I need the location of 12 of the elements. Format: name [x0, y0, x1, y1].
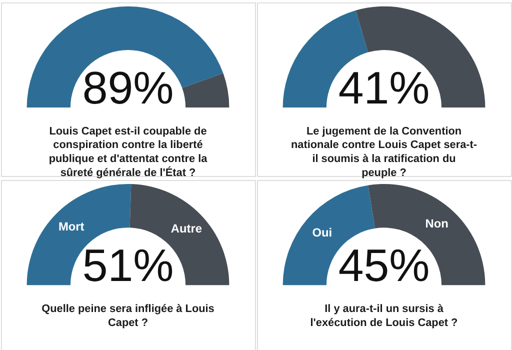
text: 41% [338, 62, 430, 114]
text: 89% [82, 62, 174, 114]
slice-label: Non [425, 216, 448, 230]
text: Le jugement de la Convention nationale contre Louis Capet sera-t-il soumis à la ratification du peuple ? [290, 125, 478, 180]
slice-label: Oui [312, 225, 332, 240]
text: Louis Capet est-il coupable de conspiration contre la liberté publique et d'attentat contre la sûreté générale de l'État ? [48, 125, 208, 180]
text: 51% [82, 240, 174, 292]
slice-label: Mort [58, 220, 84, 234]
text: 45% [338, 240, 430, 292]
slice-label: Autre [170, 222, 202, 236]
text: Quelle peine sera infligée à Louis Capet ? [42, 302, 214, 329]
text: Il y aura-t-il un sursis à l'exécution de Louis Capet ? [310, 302, 458, 329]
